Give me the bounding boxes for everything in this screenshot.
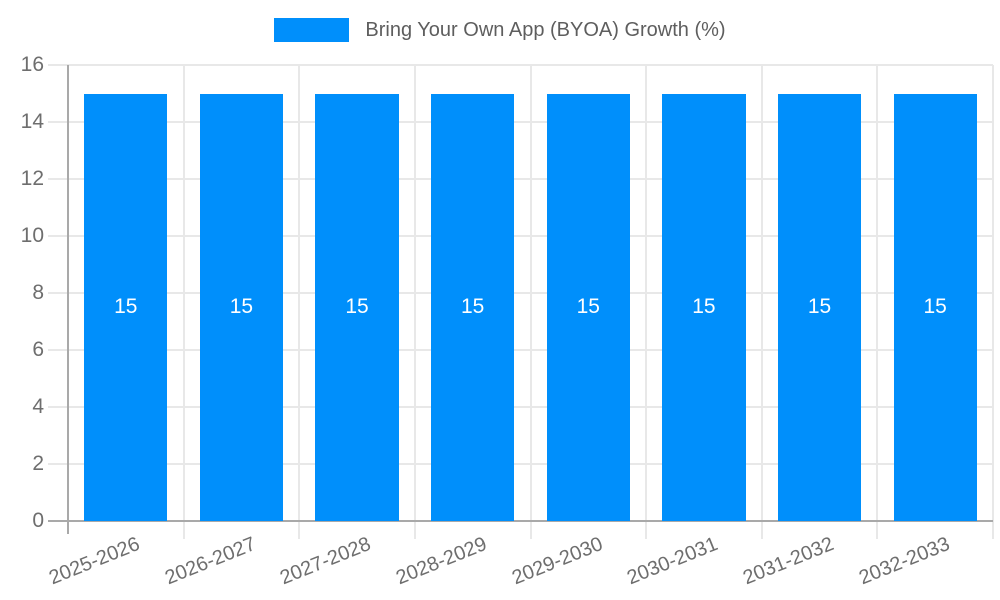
bar[interactable]: 15 (84, 93, 168, 521)
bar-value-label: 15 (114, 295, 138, 319)
gridline-horizontal (48, 292, 993, 294)
legend-label: Bring Your Own App (BYOA) Growth (%) (365, 18, 726, 41)
gridline-vertical (760, 65, 763, 539)
gridline-vertical (298, 65, 301, 539)
legend-swatch-icon (274, 18, 350, 42)
x-axis-line (48, 520, 993, 522)
gridline-vertical (876, 65, 879, 539)
bar[interactable]: 15 (893, 93, 977, 521)
gridline-vertical (992, 65, 994, 539)
gridline-vertical (529, 65, 532, 539)
y-tick-label: 14 (20, 110, 44, 133)
y-axis-line (67, 65, 69, 534)
gridline-horizontal (48, 121, 993, 123)
bar[interactable]: 15 (777, 93, 862, 521)
chart-legend[interactable]: Bring Your Own App (BYOA) Growth (%) (0, 18, 1000, 42)
bar-value-label: 15 (807, 295, 832, 319)
bar-value-label: 15 (923, 295, 947, 319)
bar-value-label: 15 (229, 295, 254, 319)
x-tick-label: 2030-2031 (624, 533, 722, 590)
gridline-vertical (413, 65, 416, 539)
y-tick-label: 6 (32, 338, 44, 361)
bar[interactable]: 15 (315, 93, 399, 521)
gridline-horizontal (48, 64, 993, 66)
bar-value-label: 15 (461, 295, 485, 319)
y-tick-label: 2 (32, 452, 44, 475)
gridline-horizontal (48, 463, 993, 465)
gridline-horizontal (48, 178, 993, 180)
x-axis-labels: 2025-2026 2026-2027 2027-2028 2028-2029 2029… (46, 523, 993, 600)
bar-value-label: 15 (345, 295, 369, 319)
x-tick-label: 2029-2030 (508, 533, 606, 590)
plot-area: 15 15 15 15 15 15 15 15 (48, 64, 994, 539)
bar-value-label: 15 (692, 295, 716, 319)
bar-value-label: 15 (576, 295, 600, 319)
gridline-horizontal (48, 235, 993, 237)
y-tick-label: 10 (20, 224, 44, 247)
x-tick-label: 2031-2032 (739, 533, 837, 590)
gridline-horizontal (48, 406, 993, 408)
x-tick-label: 2028-2029 (392, 533, 490, 590)
bar[interactable]: 15 (546, 93, 630, 521)
x-tick-label: 2027-2028 (277, 533, 375, 590)
y-tick-label: 16 (20, 53, 44, 76)
x-tick-label: 2026-2027 (161, 533, 259, 590)
y-axis-labels: 0 2 4 6 8 10 12 14 16 (0, 53, 44, 532)
y-tick-label: 8 (32, 281, 44, 304)
bar[interactable]: 15 (199, 93, 284, 521)
x-tick-label: 2032-2033 (855, 533, 953, 590)
bar[interactable]: 15 (662, 93, 746, 521)
gridline-vertical (645, 65, 648, 539)
y-tick-label: 0 (32, 509, 44, 532)
gridline-vertical (182, 65, 185, 539)
bar[interactable]: 15 (431, 93, 515, 521)
gridline-horizontal (48, 349, 993, 351)
y-tick-label: 12 (20, 167, 44, 190)
x-tick-label: 2025-2026 (46, 533, 144, 590)
y-tick-label: 4 (32, 395, 44, 418)
